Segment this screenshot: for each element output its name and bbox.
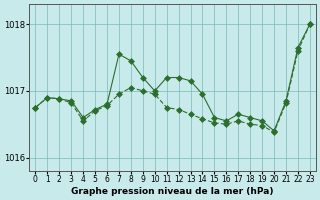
- X-axis label: Graphe pression niveau de la mer (hPa): Graphe pression niveau de la mer (hPa): [71, 187, 274, 196]
